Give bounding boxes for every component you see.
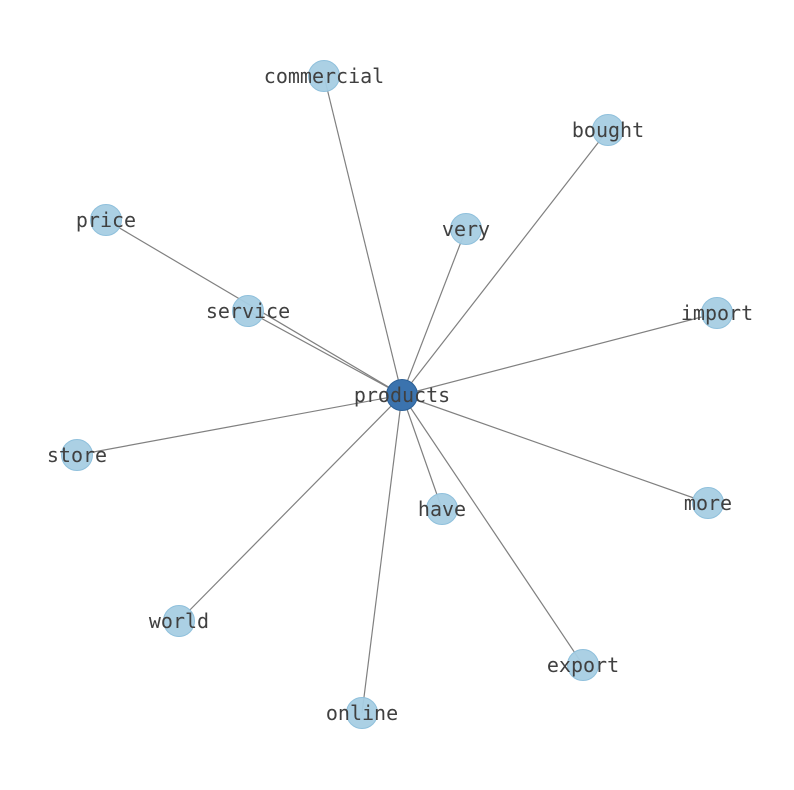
node-bought (592, 114, 624, 146)
edge-products-world (178, 394, 403, 622)
edge-products-very (401, 228, 467, 396)
node-online (346, 697, 378, 729)
node-label-export: export (547, 653, 619, 677)
edge-products-more (401, 394, 709, 504)
node-label-price: price (76, 208, 136, 232)
edge-products-store (76, 394, 403, 456)
node-label-have: have (418, 497, 466, 521)
node-import (701, 297, 733, 329)
node-label-very: very (442, 217, 490, 241)
node-have (426, 493, 458, 525)
edge-products-commercial (323, 75, 403, 396)
node-price (90, 204, 122, 236)
node-service (232, 295, 264, 327)
nodes (61, 60, 733, 729)
node-label-import: import (681, 301, 753, 325)
node-export (567, 649, 599, 681)
node-label-bought: bought (572, 118, 644, 142)
edge-products-have (401, 394, 443, 510)
edge-products-export (401, 394, 584, 666)
node-label-world: world (149, 609, 209, 633)
node-label-more: more (684, 491, 732, 515)
node-products (386, 379, 418, 411)
node-label-commercial: commercial (264, 64, 384, 88)
node-world (163, 605, 195, 637)
node-more (692, 487, 724, 519)
node-very (450, 213, 482, 245)
node-label-products: products (354, 383, 450, 407)
labels: products commercial bought price very service… (47, 64, 753, 725)
edges (76, 75, 718, 714)
edge-products-bought (401, 129, 609, 396)
edge-products-online (361, 394, 403, 714)
edge-products-service (247, 310, 403, 396)
node-store (61, 439, 93, 471)
node-commercial (308, 60, 340, 92)
node-label-service: service (206, 299, 290, 323)
node-label-store: store (47, 443, 107, 467)
edge-products-import (401, 312, 718, 396)
node-label-online: online (326, 701, 398, 725)
